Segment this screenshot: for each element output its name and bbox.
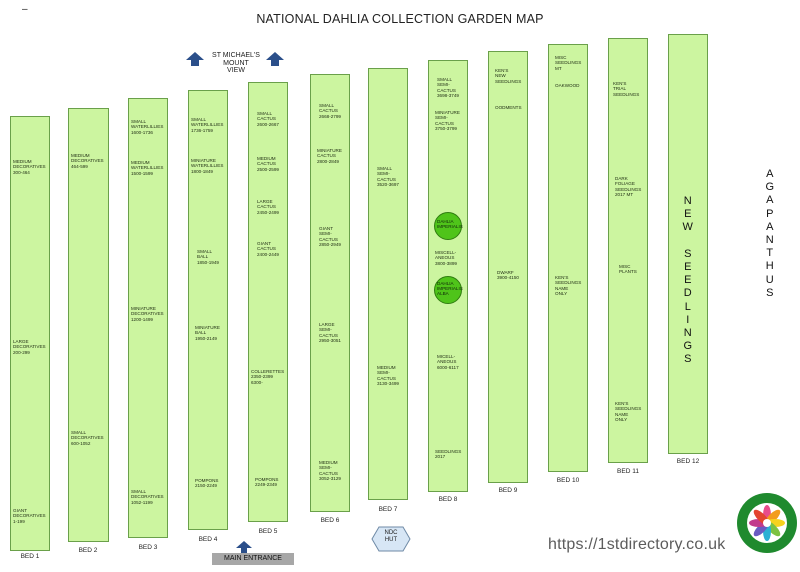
bed-section-label: SMALL DECORATIVES 600-1052 [71,430,104,446]
bed-section-label: MINIATURE CACTUS 2800-2849 [317,148,342,164]
bed-section-label: SMALL WATERLILLIES 1736-1759 [191,117,224,133]
bed-1[interactable]: MEDIUM DECORATIVES 300-464 LARGE DECORAT… [10,116,50,551]
bed-section-label: SMALL CACTUS 2668-2799 [319,103,341,119]
bed-section-label: MISC PLANTS [619,264,637,275]
bed-label: BED 2 [78,547,98,554]
bed-section-label: DWARF 3900-4150 [497,270,519,281]
bed-2[interactable]: MEDIUM DECORATIVES 464-599 SMALL DECORAT… [68,108,109,542]
bed-7[interactable]: SMALL SEMI- CACTUS 3520-3697 MEDIUM SEMI… [368,68,408,500]
bed-section-label: MICELL- ANEOUS 6000-6117 [437,354,459,370]
bed-section-label: GIANT DECORATIVES 1-199 [13,508,46,524]
bed-12[interactable]: N E W S E E D L I N G S [668,34,708,454]
bed-section-label: DARK FOLIAGE SEEDLINGS 2017 MT [615,176,642,198]
bed-section-label: MINIATURE SEMI- CACTUS 3750-3799 [435,110,460,132]
bed-section-label: COLLERETTES 2350-2399 6300- [251,369,285,385]
bed-label: BED 8 [438,496,458,503]
bed-label: BED 11 [617,468,639,475]
bed-section-label: OODMENTS [495,105,522,110]
bed-section-label: SMALL SEMI- CACTUS 3520-3697 [377,166,399,188]
bed-section-label: MISCELL- ANEOUS 3800-3899 [435,250,457,266]
bed-4[interactable]: SMALL WATERLILLIES 1736-1759 MINIATURE W… [188,90,228,530]
bed-label: BED 1 [20,553,40,560]
bed-label: BED 6 [320,517,340,524]
bed-section-label: SMALL CACTUS 2600-2667 [257,111,279,127]
bed-section-label: KEN'S SEEDLINGS NAME ONLY [555,275,582,297]
bed-section-label: MEDIUM SEMI- CACTUS 3052-3129 [319,460,341,482]
agapanthus-label: A G A P A N T H U S [765,168,775,299]
view-arrow-left-icon [186,52,204,66]
bed-label: BED 9 [498,487,518,494]
bed-section-label: MINIATURE DECORATIVES 1200-1499 [131,306,164,322]
bed-10[interactable]: MISC SEEDLINGS MT OAKWOOD KEN'S SEEDLING… [548,44,588,472]
watermark-url: https://1stdirectory.co.uk [548,536,726,553]
dahlia-imperialis-marker[interactable]: DAHLIA IMPERIALIS [434,212,463,240]
marker-label: DAHLIA IMPERIALIS ALBA [437,281,463,296]
bed-label: BED 5 [258,528,278,535]
bed-section-label: LARGE SEMI- CACTUS 2950-3051 [319,322,341,344]
bed-6[interactable]: SMALL CACTUS 2668-2799 MINIATURE CACTUS … [310,74,350,512]
dahlia-imperialis-alba-marker[interactable]: DAHLIA IMPERIALIS ALBA [434,276,463,304]
bed-section-label: SMALL WATERLILLIES 1600-1736 [131,119,164,135]
bed-section-label: OAKWOOD [555,83,580,88]
marker-label: DAHLIA IMPERIALIS [437,219,463,229]
bed-label: BED 4 [198,536,218,543]
bed-section-label: MEDIUM WATERLILLIES 1500-1599 [131,160,164,176]
view-label: ST MICHAEL'S MOUNT VIEW [212,52,260,75]
bed-5[interactable]: SMALL CACTUS 2600-2667 MEDIUM CACTUS 250… [248,82,288,522]
bed-section-label: KEN'S NEW SEEDLINGS [495,68,522,84]
bed-section-label: MEDIUM CACTUS 2500-2599 [257,156,279,172]
ndc-hut-label: NDC HUT [384,530,398,543]
bed-section-label: MEDIUM DECORATIVES 300-464 [13,159,46,175]
bed-section-label: POMPONS 2150-2249 [195,478,219,489]
bed-section-label: LARGE DECORATIVES 200-299 [13,339,46,355]
bed-section-label: MEDIUM SEMI- CACTUS 3130-3499 [377,365,399,387]
entrance-arrow-icon [236,541,252,554]
bed-11[interactable]: KEN'S TRIAL SEEDLINGS DARK FOLIAGE SEEDL… [608,38,648,463]
bed-section-label: POMPONS 2249-2349 [255,477,279,488]
bed-section-label: MINIATURE WATERLILLIES 1800-1849 [191,158,224,174]
bed-label: BED 7 [378,506,398,513]
bed-section-label: MISC SEEDLINGS MT [555,55,582,71]
bed-section-label: SMALL SEMI- CACTUS 3698-3749 [437,77,459,99]
bed-section-label: LARGE CACTUS 2450-2499 [257,199,279,215]
map-title: NATIONAL DAHLIA COLLECTION GARDEN MAP [256,12,544,26]
view-arrow-right-icon [266,52,284,66]
bed-label: BED 3 [138,544,158,551]
hut-hexagon-icon [371,526,411,552]
bed-section-label: KEN'S TRIAL SEEDLINGS [613,81,640,97]
bed-label: BED 10 [556,477,580,484]
bed-section-label: KEN'S SEEDLINGS NAME ONLY [615,401,642,423]
national-dahlia-collection-logo-icon [737,493,797,553]
main-entrance-label: MAIN ENTRANCE [212,553,294,565]
bed-section-label: SEEDLINGS 2017 [435,449,462,460]
bed-section-label: SMALL BALL 1850-1949 [197,249,219,265]
new-seedlings-label: N E W S E E D L I N G S [682,195,694,366]
bed-section-label: SMALL DECORATIVES 1052-1199 [131,489,164,505]
bed-section-label: GIANT CACTUS 2400-2449 [257,241,279,257]
bed-section-label: GIANT SEMI- CACTUS 2850-2949 [319,226,341,248]
corner-mark: – [22,4,28,15]
bed-section-label: MINIATURE BALL 1950-2149 [195,325,220,341]
bed-9[interactable]: KEN'S NEW SEEDLINGS OODMENTS DWARF 3900-… [488,51,528,483]
bed-3[interactable]: SMALL WATERLILLIES 1600-1736 MEDIUM WATE… [128,98,168,538]
bed-label: BED 12 [676,458,700,465]
bed-section-label: MEDIUM DECORATIVES 464-599 [71,153,104,169]
